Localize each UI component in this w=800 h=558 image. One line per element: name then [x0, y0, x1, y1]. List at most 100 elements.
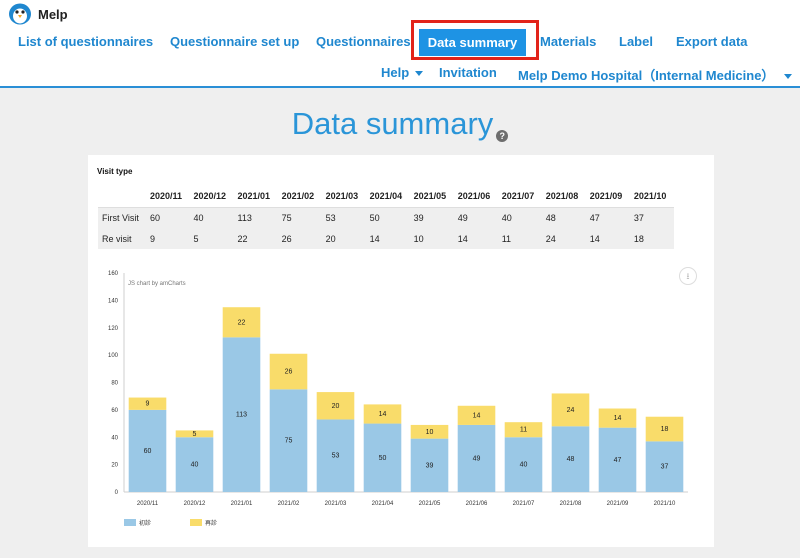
- bar-data-label: 20: [332, 403, 340, 410]
- question-icon[interactable]: ?: [496, 130, 509, 142]
- download-icon[interactable]: ⭳: [679, 267, 697, 285]
- brand[interactable]: Melp: [8, 3, 68, 25]
- x-tick-label: 2021/03: [325, 501, 347, 507]
- table-cell: 60: [150, 212, 161, 223]
- nav-data-summary-label: Data summary: [427, 35, 518, 50]
- table-cell: 9: [150, 233, 156, 244]
- bar-data-label: 26: [285, 369, 293, 376]
- bar-re-visit: [410, 424, 449, 439]
- bar-re-visit: [551, 393, 590, 427]
- visit-type-chart: 0 20 40 60 80 100 120 140 160 JS chart by amChart…: [108, 271, 688, 527]
- bar-data-label: 24: [567, 407, 575, 414]
- x-tick-label: 2021/05: [419, 501, 441, 507]
- bar-data-label: 49: [473, 455, 481, 462]
- nav-hospital-selector[interactable]: Melp Demo Hospital（Internal Medicine）: [518, 65, 793, 84]
- nav-list-of-questionnaires[interactable]: List of questionnaires: [18, 34, 154, 49]
- section-label: Visit type: [97, 167, 133, 176]
- bar-data-label: 40: [520, 462, 528, 469]
- bar-data-label: 60: [144, 448, 152, 455]
- bar-re-visit: [222, 307, 261, 338]
- table-cell: 47: [589, 212, 600, 223]
- app-name: Melp: [38, 6, 68, 22]
- chevron-down-icon: [415, 71, 424, 77]
- bar-data-label: 9: [146, 401, 150, 408]
- table-cell: 50: [369, 212, 380, 223]
- bar-first-visit: [410, 438, 449, 492]
- chart-credit: JS chart by amCharts: [128, 281, 186, 287]
- nav-hospital-label: Melp Demo Hospital（Internal Medicine）: [518, 68, 775, 83]
- table-cell: 37: [633, 212, 644, 223]
- bar-data-label: 14: [379, 411, 387, 418]
- y-tick-label: 40: [111, 435, 118, 441]
- y-tick-label: 140: [108, 298, 119, 304]
- bar-re-visit: [175, 430, 214, 438]
- bar-re-visit: [363, 404, 402, 424]
- table-cell: 20: [325, 233, 336, 244]
- table-cell: 5: [193, 233, 199, 244]
- table-header: 2021/05: [409, 186, 454, 208]
- nav-label[interactable]: Label: [619, 34, 653, 49]
- table-cell: 24: [545, 233, 556, 244]
- table-header: 2021/09: [585, 186, 630, 208]
- table-row: First Visit 60 40 113 75 53 50 39 49 40 …: [98, 207, 674, 228]
- y-tick-label: 80: [111, 381, 118, 387]
- legend-swatch: [190, 519, 202, 526]
- bar-data-label: 48: [567, 456, 575, 463]
- y-tick-label: 120: [108, 326, 119, 332]
- bar-re-visit: [316, 392, 355, 420]
- bar-first-visit: [175, 437, 214, 492]
- summary-card: Visit type 2020/11 2020/12 2021/01 2021/…: [88, 155, 714, 547]
- y-tick-label: 20: [111, 463, 118, 469]
- page-title-text: Data summary: [291, 106, 494, 141]
- table-cell: 113: [237, 212, 252, 223]
- chevron-down-icon: [784, 74, 793, 80]
- legend-label: 再診: [205, 519, 217, 527]
- table-cell: 75: [281, 212, 292, 223]
- nav-help[interactable]: Help: [381, 65, 424, 80]
- x-tick-label: 2020/11: [137, 501, 159, 507]
- table-header: 2021/02: [277, 186, 322, 208]
- x-tick-label: 2021/04: [372, 501, 394, 507]
- table-header: 2020/12: [189, 186, 234, 208]
- nav-questionnaires[interactable]: Questionnaires: [316, 34, 411, 49]
- table-cell: 11: [501, 233, 512, 244]
- bar-first-visit: [504, 437, 543, 492]
- top-bar: Melp List of questionnaires Questionnair…: [0, 0, 800, 88]
- bar-re-visit: [457, 405, 496, 425]
- bar-data-label: 113: [236, 412, 247, 419]
- bar-first-visit: [598, 427, 637, 492]
- table-header: 2020/11: [146, 186, 190, 208]
- table-header-row: 2020/11 2020/12 2021/01 2021/02 2021/03 …: [98, 186, 674, 208]
- bar-data-label: 11: [520, 427, 527, 434]
- nav-export-data[interactable]: Export data: [676, 34, 748, 49]
- x-tick-label: 2021/06: [466, 501, 488, 507]
- table-cell: 40: [501, 212, 512, 223]
- bar-data-label: 40: [191, 462, 199, 469]
- table-cell: 14: [457, 233, 468, 244]
- penguin-logo-icon: [8, 3, 32, 25]
- bar-data-label: 14: [473, 412, 481, 419]
- table-header: 2021/03: [321, 186, 366, 208]
- x-tick-label: 2021/08: [560, 501, 582, 507]
- bar-re-visit: [598, 408, 637, 428]
- bar-data-label: 37: [661, 464, 669, 471]
- table-cell: 39: [413, 212, 424, 223]
- bar-first-visit: [363, 423, 402, 492]
- table-row: Re visit 9 5 22 26 20 14 10 14 11 24 14 …: [98, 228, 674, 249]
- bar-data-label: 22: [238, 319, 246, 326]
- nav-materials[interactable]: Materials: [540, 34, 597, 49]
- bar-data-label: 47: [614, 457, 622, 464]
- table-cell: 10: [413, 233, 424, 244]
- x-tick-label: 2021/10: [654, 501, 676, 507]
- bar-first-visit: [551, 426, 590, 492]
- nav-data-summary[interactable]: Data summary: [419, 29, 526, 56]
- nav-invitation[interactable]: Invitation: [439, 65, 497, 80]
- x-tick-label: 2021/01: [231, 501, 253, 507]
- bar-re-visit: [645, 416, 684, 442]
- bar-data-label: 14: [614, 415, 622, 422]
- table-cell: 14: [369, 233, 380, 244]
- bar-data-label: 18: [661, 426, 669, 433]
- nav-questionnaire-set-up[interactable]: Questionnaire set up: [170, 34, 300, 49]
- table-cell: 40: [193, 212, 204, 223]
- table-cell: 18: [633, 233, 644, 244]
